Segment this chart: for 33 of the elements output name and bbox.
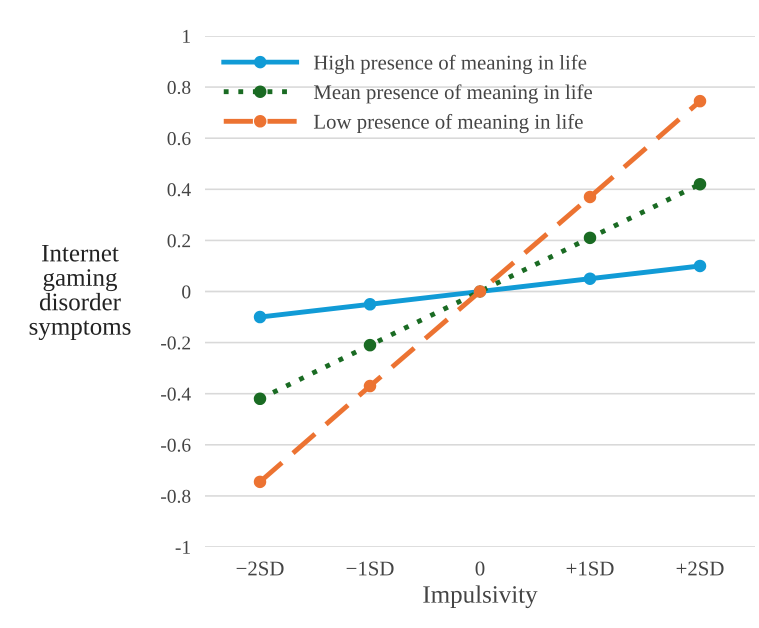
point [254, 476, 266, 488]
y-tick-label: -0.4 [161, 388, 191, 401]
legend-label: Mean presence of meaning in life [314, 84, 592, 104]
y-tick-label: -0.8 [161, 490, 190, 503]
y-tick-label: 0 [182, 285, 190, 298]
y-tick-label: 1 [183, 30, 190, 43]
y-tick-label: 0.8 [168, 80, 190, 94]
point [364, 380, 376, 392]
y-tick-label: 0.6 [168, 132, 191, 146]
point [364, 338, 376, 352]
x-tick-label: +1SD [566, 562, 614, 576]
point [694, 94, 706, 108]
x-tick-label: −2SD [236, 562, 284, 576]
y-tick-label: -1 [176, 540, 190, 554]
y-tick-label: -0.6 [161, 438, 191, 452]
point [694, 178, 706, 190]
y-tick-label: -0.2 [161, 336, 190, 350]
x-tick-label: −1SD [346, 562, 394, 576]
point [584, 190, 596, 204]
x-axis-title: Impulsivity [423, 585, 538, 608]
x-tick-label: +2SD [676, 562, 724, 576]
legend-label: High presence of meaning in life [314, 54, 586, 74]
point [584, 272, 596, 285]
point [584, 232, 596, 244]
point [364, 298, 376, 311]
x-tick-label: 0 [476, 561, 484, 576]
y-tick-label: 0.4 [168, 183, 191, 196]
point [694, 260, 706, 272]
point [254, 310, 266, 324]
y-axis-title: Internet gaming disorder symptoms [30, 244, 130, 340]
y-tick-label: 0.2 [168, 234, 190, 248]
point [254, 392, 266, 406]
legend-label: Low presence of meaning in life [314, 114, 583, 134]
